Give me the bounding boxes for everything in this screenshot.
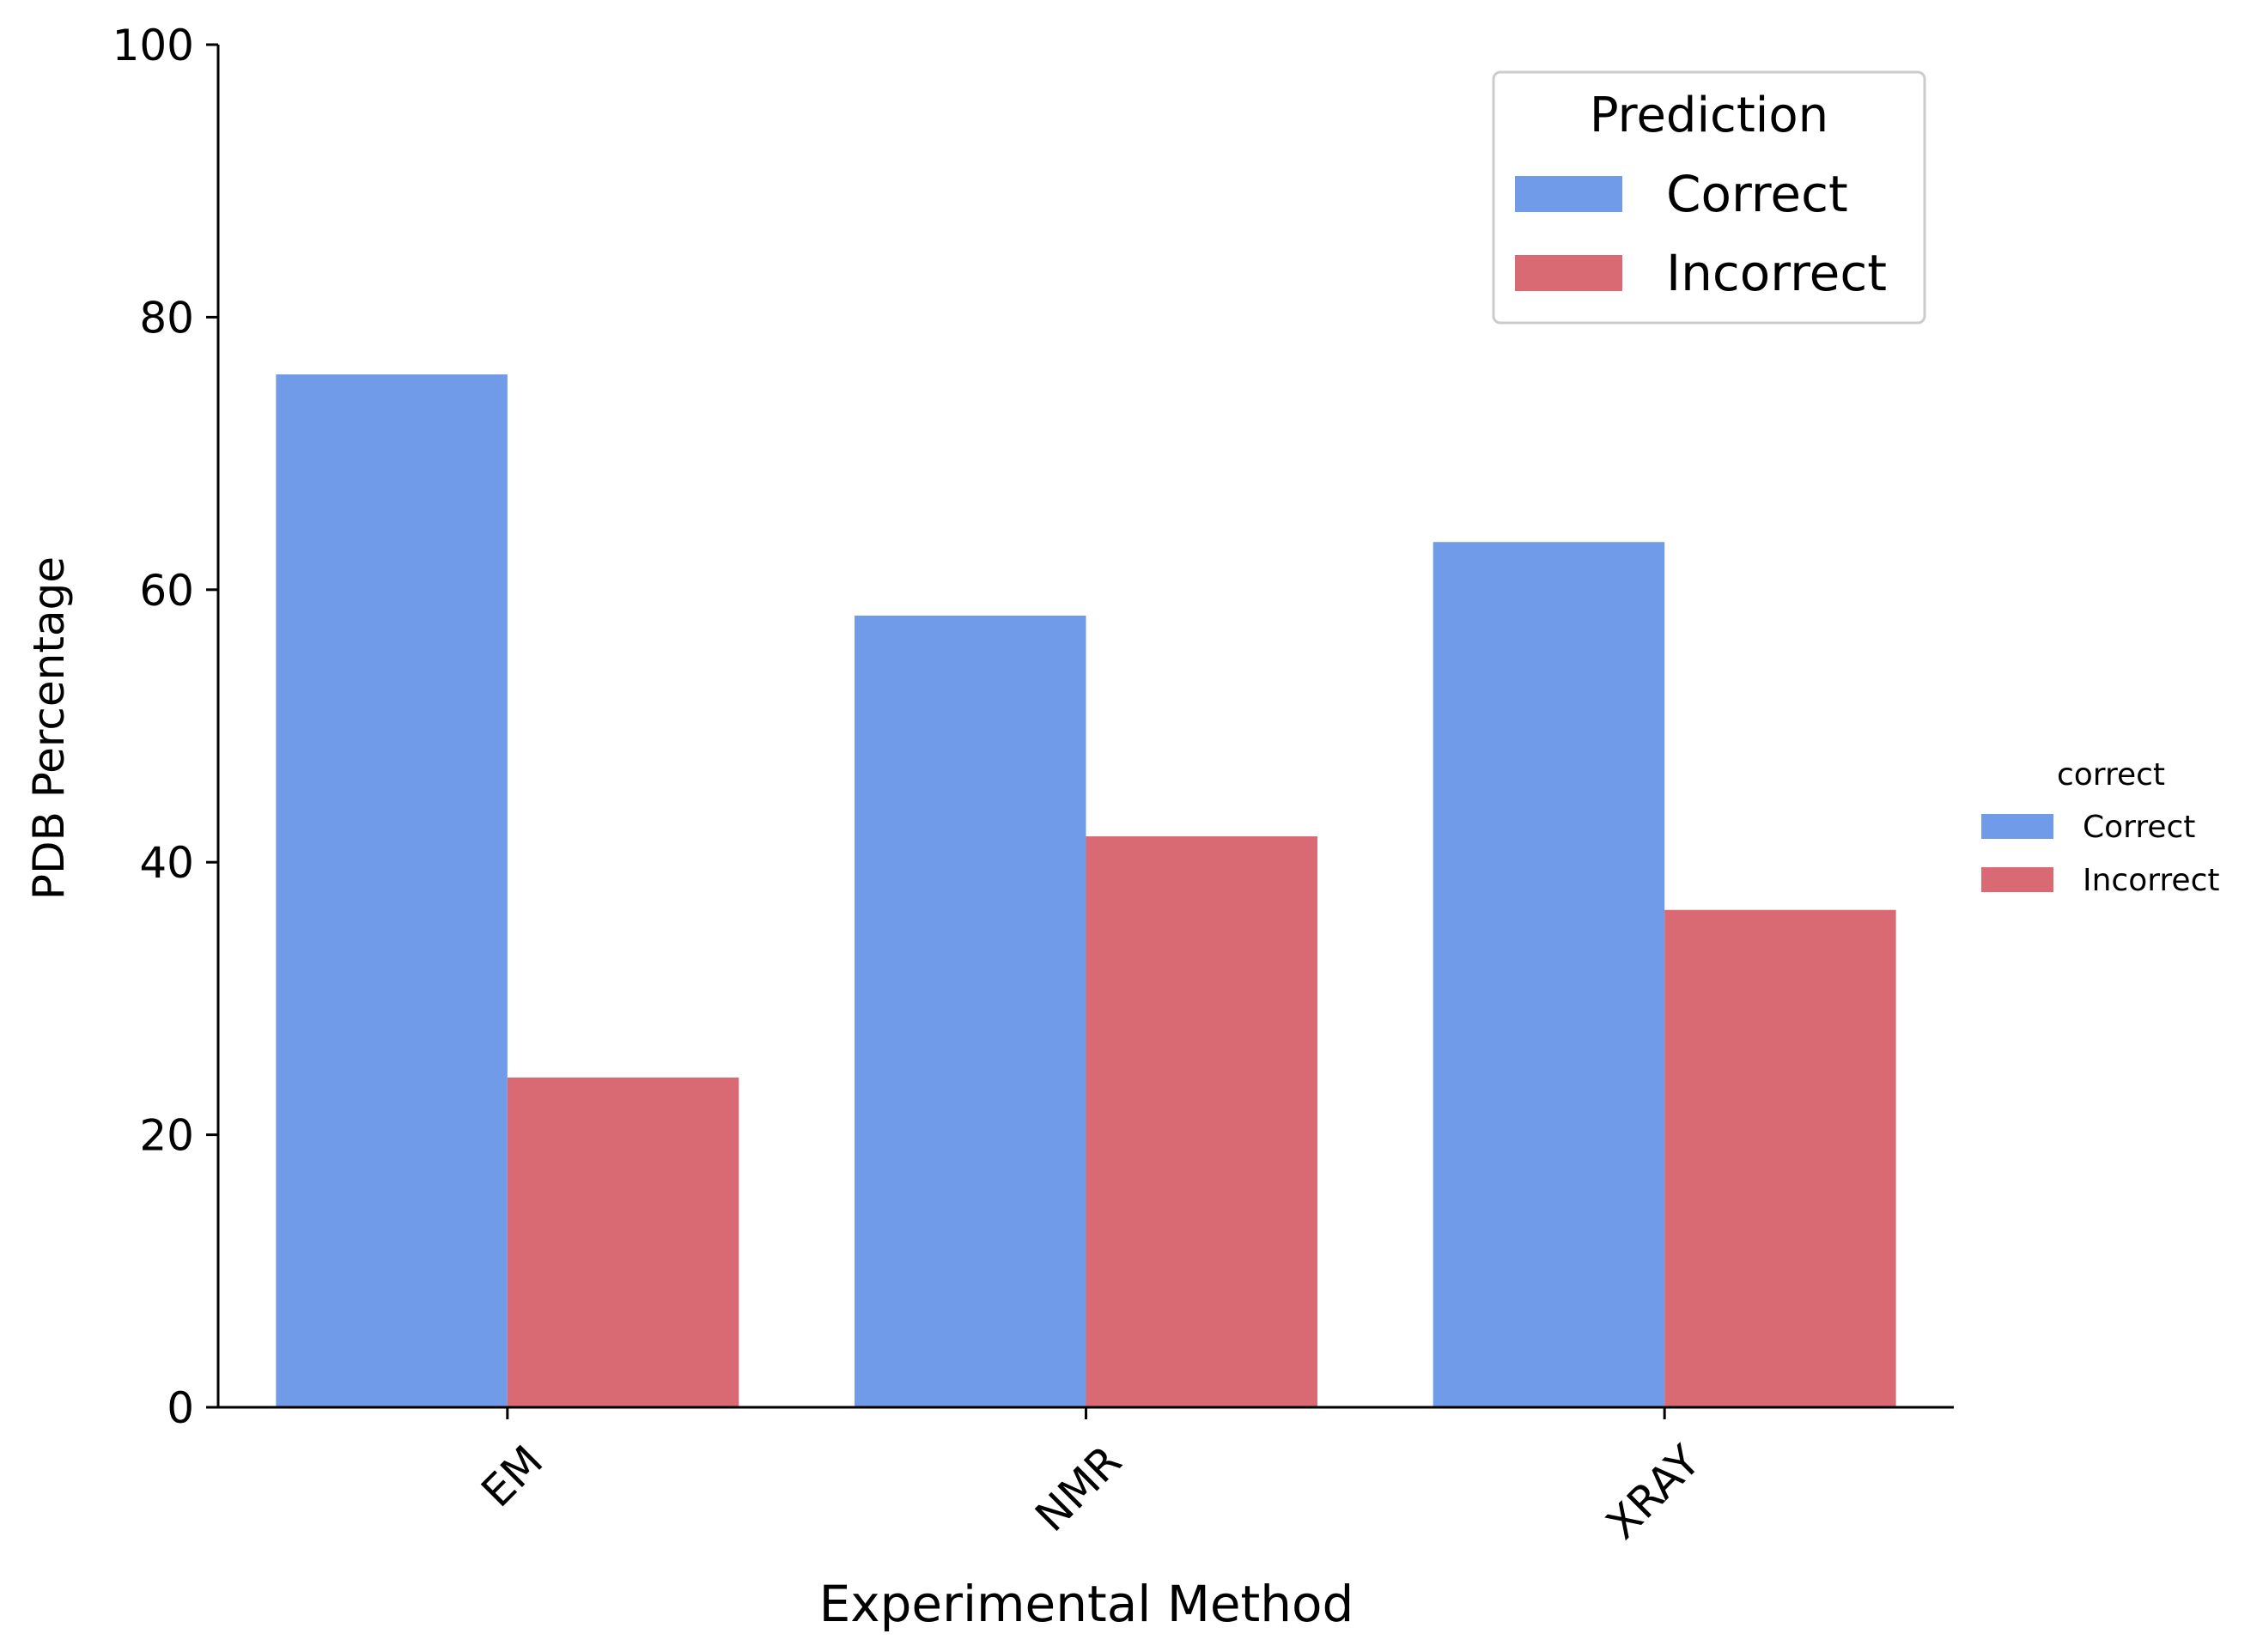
bar-nmr-incorrect (1086, 836, 1317, 1407)
legend-title: Prediction (1590, 88, 1828, 143)
legend-swatch-correct (1515, 176, 1622, 212)
legend-label-correct: Correct (1666, 165, 1848, 223)
y-tick-label: 20 (139, 1111, 194, 1161)
x-tick-label-em: EM (471, 1436, 552, 1516)
outside-legend-title: correct (2057, 757, 2165, 793)
bar-xray-incorrect (1664, 909, 1896, 1407)
legend-swatch-incorrect (1515, 255, 1622, 291)
y-tick-label: 80 (139, 293, 194, 343)
bar-em-incorrect (507, 1077, 739, 1407)
bars-layer (276, 374, 1896, 1408)
bar-nmr-correct (855, 615, 1086, 1407)
outside-legend-label-incorrect: Incorrect (2083, 863, 2220, 898)
y-tick-label: 40 (139, 838, 194, 888)
y-axis-label: PDB Percentage (24, 556, 74, 900)
x-axis-label: Experimental Method (819, 1575, 1354, 1633)
y-tick-label: 0 (167, 1383, 194, 1433)
y-ticks: 0 20 40 60 80 100 (113, 21, 218, 1433)
outside-legend-swatch-correct (1981, 814, 2053, 839)
x-tick-label-nmr: NMR (1025, 1436, 1131, 1541)
outside-legend-swatch-incorrect (1981, 867, 2053, 892)
y-tick-label: 100 (113, 21, 194, 70)
bar-em-correct (276, 374, 508, 1408)
legend-prediction: Prediction Correct Incorrect (1492, 70, 1926, 325)
outside-legend-label-correct: Correct (2083, 810, 2195, 845)
x-ticks: EM NMR XRAY (471, 1407, 1710, 1549)
y-tick-label: 60 (139, 566, 194, 616)
bar-xray-correct (1433, 542, 1665, 1407)
x-tick-label-xray: XRAY (1597, 1436, 1710, 1549)
legend-label-incorrect: Incorrect (1666, 244, 1887, 302)
legend-correct: correct Correct Incorrect (1981, 757, 2220, 898)
